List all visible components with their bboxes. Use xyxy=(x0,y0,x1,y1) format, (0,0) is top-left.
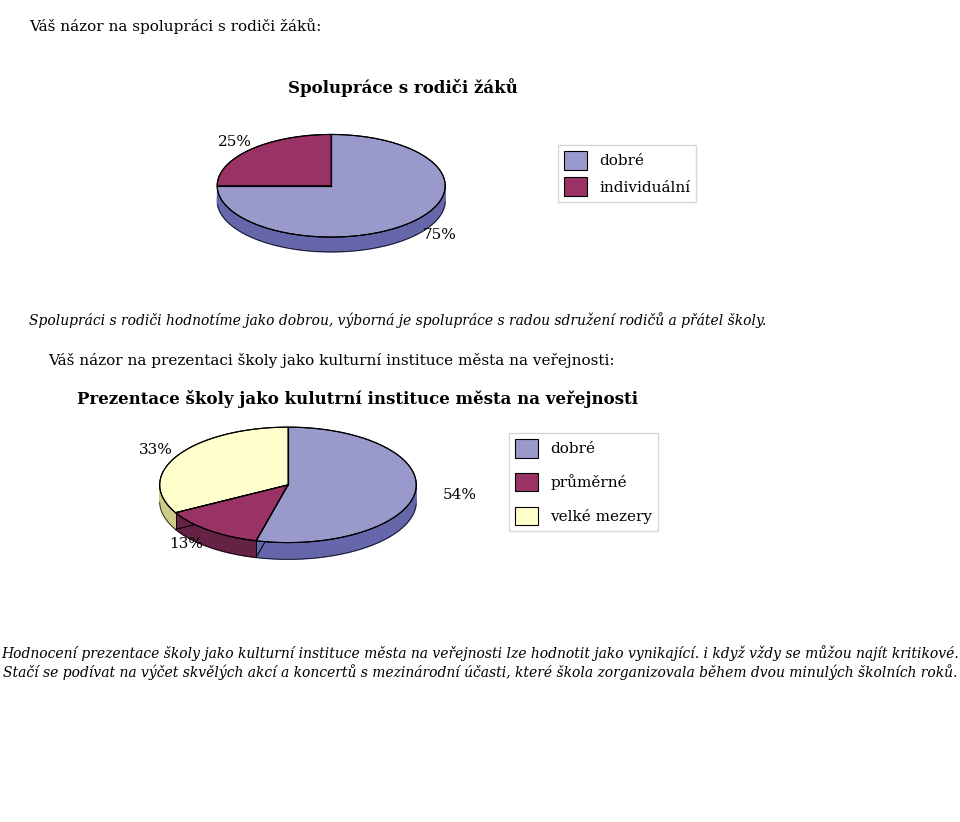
Polygon shape xyxy=(159,444,417,559)
Text: 33%: 33% xyxy=(138,442,173,456)
Polygon shape xyxy=(217,150,445,252)
Legend: dobré, průměrné, velké mezery: dobré, průměrné, velké mezery xyxy=(509,432,659,532)
Polygon shape xyxy=(159,427,288,513)
Text: Váš názor na spolupráci s rodiči žáků:: Váš názor na spolupráci s rodiči žáků: xyxy=(29,18,322,34)
Text: 75%: 75% xyxy=(423,228,457,242)
Text: Váš názor na prezentaci školy jako kulturní instituce města na veřejnosti:: Váš názor na prezentaci školy jako kultu… xyxy=(48,353,614,368)
Text: Spolupráce s rodiči žáků: Spolupráce s rodiči žáků xyxy=(288,78,518,97)
Polygon shape xyxy=(159,486,176,529)
Polygon shape xyxy=(176,513,256,557)
Text: Spolupráci s rodiči hodnotíme jako dobrou, výborná je spolupráce s radou sdružen: Spolupráci s rodiči hodnotíme jako dobro… xyxy=(29,312,766,328)
Legend: dobré, individuální: dobré, individuální xyxy=(558,145,696,202)
Text: 54%: 54% xyxy=(443,487,477,501)
Text: 25%: 25% xyxy=(217,135,252,150)
Text: 13%: 13% xyxy=(169,537,203,552)
Polygon shape xyxy=(217,135,445,237)
Polygon shape xyxy=(217,135,331,186)
Text: Prezentace školy jako kulutrní instituce města na veřejnosti: Prezentace školy jako kulutrní instituce… xyxy=(77,390,637,409)
Polygon shape xyxy=(218,187,445,252)
Polygon shape xyxy=(256,487,417,559)
Text: Hodnocení prezentace školy jako kulturní instituce města na veřejnosti lze hodno: Hodnocení prezentace školy jako kulturní… xyxy=(1,645,959,680)
Polygon shape xyxy=(256,427,417,543)
Polygon shape xyxy=(176,485,288,541)
